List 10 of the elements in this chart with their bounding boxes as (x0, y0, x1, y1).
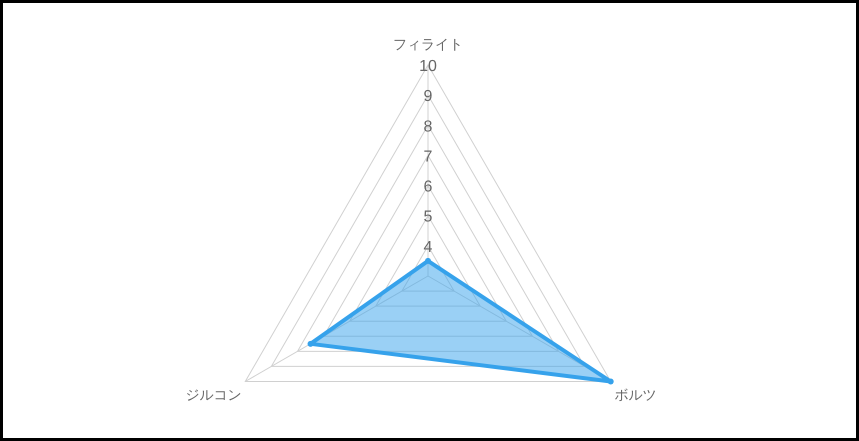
y-tick-label: 4 (424, 238, 433, 256)
y-tick-label: 8 (424, 118, 433, 136)
spoke-label: ボルツ (614, 388, 657, 404)
spoke-label: ジルコン (185, 388, 242, 404)
y-tick-label: 6 (424, 178, 433, 196)
y-tick-label: 7 (424, 148, 433, 166)
y-tick-label: 5 (424, 208, 433, 226)
spoke-label: フィライト (393, 37, 463, 53)
y-tick-label: 10 (419, 58, 437, 75)
y-tick-label: 9 (424, 88, 433, 106)
